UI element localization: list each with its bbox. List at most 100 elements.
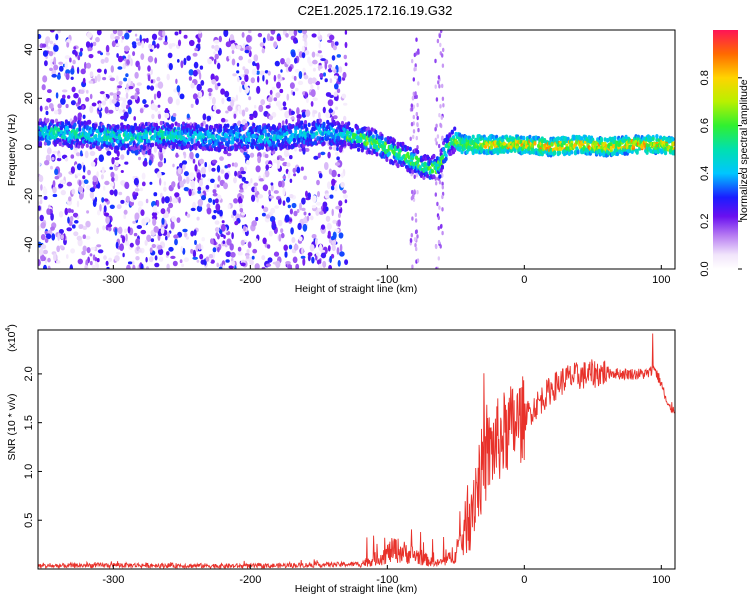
heatmap-cell xyxy=(149,85,155,91)
heatmap-cell xyxy=(320,151,326,156)
heatmap-cell xyxy=(74,51,78,57)
heatmap-cell xyxy=(255,165,261,173)
heatmap-cell xyxy=(412,91,415,97)
heatmap-cell xyxy=(125,233,128,242)
heatmap-cell xyxy=(333,91,338,97)
heatmap-cell xyxy=(231,50,235,54)
heatmap-cell xyxy=(332,219,337,224)
heatmap-cell xyxy=(310,215,314,221)
heatmap-cell xyxy=(329,34,335,41)
heatmap-cell xyxy=(250,77,255,84)
heatmap-cell xyxy=(198,30,202,34)
heatmap-cell xyxy=(113,189,118,197)
heatmap-cell xyxy=(335,106,339,110)
heatmap-cell xyxy=(220,88,226,95)
heatmap-cell xyxy=(153,129,157,134)
heatmap-cell xyxy=(39,195,43,200)
heatmap-cell xyxy=(172,163,175,168)
heatmap-cell xyxy=(65,69,71,75)
heatmap-cell xyxy=(278,180,283,188)
heatmap-cell xyxy=(286,196,291,203)
heatmap-cell xyxy=(606,138,610,143)
heatmap-cell xyxy=(207,133,211,138)
heatmap-cell xyxy=(58,211,64,218)
colorbar-gradient xyxy=(713,30,738,269)
figure-title: C2E1.2025.172.16.19.G32 xyxy=(298,3,453,18)
heatmap-cell xyxy=(251,255,255,260)
heatmap-cell xyxy=(293,210,298,217)
heatmap-cell xyxy=(260,134,264,140)
heatmap-cell xyxy=(103,255,107,260)
heatmap-cell xyxy=(68,196,72,202)
heatmap-cell xyxy=(38,259,41,267)
heatmap-cell xyxy=(254,238,258,242)
heatmap-cell xyxy=(39,248,44,256)
heatmap-cell xyxy=(572,135,576,140)
heatmap-cell xyxy=(210,125,214,130)
heatmap-cell xyxy=(305,190,308,198)
heatmap-cell xyxy=(434,84,437,89)
heatmap-cell xyxy=(56,157,62,162)
heatmap-cell xyxy=(232,209,237,216)
heatmap-cell xyxy=(438,205,441,210)
heatmap-cell xyxy=(59,179,66,185)
heatmap-cell xyxy=(192,52,198,57)
heatmap-cell xyxy=(102,225,106,231)
heatmap-cell xyxy=(307,192,312,199)
heatmap-cell xyxy=(223,234,226,239)
heatmap-cell xyxy=(59,129,64,134)
heatmap-cell xyxy=(173,234,179,239)
heatmap-cell xyxy=(177,126,181,131)
heatmap-cell xyxy=(120,39,124,43)
heatmap-cell xyxy=(94,257,98,262)
heatmap-cell xyxy=(101,100,107,106)
heatmap-cell xyxy=(41,84,46,91)
heatmap-cell xyxy=(216,262,219,268)
heatmap-cell xyxy=(416,122,419,128)
heatmap-cell xyxy=(471,134,475,139)
heatmap-cell xyxy=(337,219,341,227)
heatmap-cell xyxy=(232,217,236,221)
heatmap-cell xyxy=(291,124,295,129)
heatmap-cell xyxy=(244,68,250,75)
heatmap-cell xyxy=(435,123,438,128)
heatmap-cell xyxy=(273,97,278,102)
heatmap-cell xyxy=(210,73,215,81)
heatmap-cell xyxy=(258,178,265,182)
heatmap-cell xyxy=(344,41,348,49)
heatmap-cell xyxy=(160,208,166,215)
heatmap-cell xyxy=(105,146,109,151)
heatmap-cell xyxy=(386,136,390,141)
heatmap-cell xyxy=(331,239,337,245)
heatmap-cell xyxy=(120,122,124,127)
heatmap-cell xyxy=(112,30,118,35)
heatmap-cell xyxy=(69,264,73,269)
heatmap-cell xyxy=(296,107,300,115)
heatmap-cell xyxy=(285,57,291,65)
heatmap-cell xyxy=(278,123,282,128)
heatmap-cell xyxy=(655,134,659,139)
x-tick-label: 100 xyxy=(652,274,670,286)
heatmap-cell xyxy=(257,75,260,83)
snr-series-line xyxy=(38,333,675,569)
heatmap-cell xyxy=(442,147,446,152)
heatmap-cell xyxy=(114,157,120,161)
heatmap-cell xyxy=(288,244,293,250)
heatmap-cell xyxy=(211,79,217,85)
heatmap-cell xyxy=(238,85,242,93)
heatmap-cell xyxy=(159,177,162,186)
heatmap-cell xyxy=(166,251,170,256)
heatmap-cell xyxy=(56,139,60,144)
heatmap-cell xyxy=(143,104,149,108)
heatmap-cell xyxy=(47,257,51,263)
heatmap-cell xyxy=(132,264,136,269)
heatmap-cell xyxy=(147,74,151,82)
heatmap-cell xyxy=(176,217,181,224)
heatmap-cell xyxy=(226,152,232,157)
heatmap-cell xyxy=(198,91,203,98)
y-tick-label: 40 xyxy=(23,43,35,55)
heatmap-cell xyxy=(280,228,284,234)
heatmap-cell xyxy=(141,181,146,187)
heatmap-cell xyxy=(109,204,115,209)
spectrogram-frame xyxy=(37,29,676,270)
